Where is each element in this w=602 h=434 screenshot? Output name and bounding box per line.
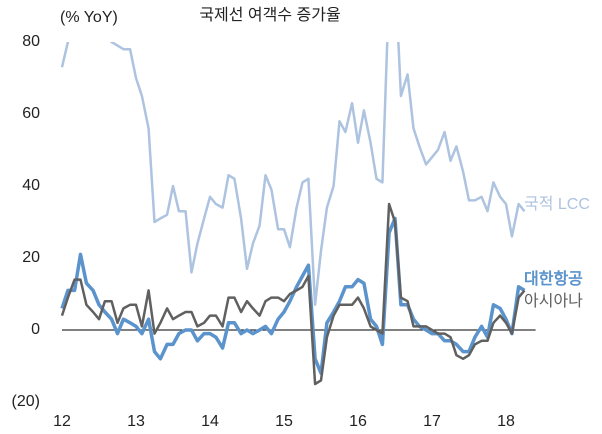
series-line (60, 202, 526, 386)
series-label: 국적 LCC (524, 195, 590, 213)
x-tick-label: 16 (349, 413, 367, 430)
series-label: 아시아나 (524, 292, 583, 310)
y-tick-label: 0 (31, 321, 40, 338)
x-tick-label: 14 (201, 413, 219, 430)
chart-title: 국제선 여객수 증가율 (199, 6, 340, 24)
y-tick-label: (20) (12, 393, 40, 410)
series-line (60, 42, 526, 307)
plot-area (60, 42, 526, 386)
y-tick-label: 40 (22, 177, 40, 194)
y-tick-label: 20 (22, 249, 40, 266)
x-tick-label: 12 (53, 413, 71, 430)
x-tick-label: 13 (127, 413, 145, 430)
series-label: 대한항공 (524, 269, 583, 288)
x-tick-label: 15 (275, 413, 293, 430)
series-line (60, 216, 526, 375)
x-tick-label: 18 (497, 413, 515, 430)
y-tick-label: 80 (22, 33, 40, 50)
y-axis-label: (% YoY) (60, 9, 118, 26)
y-tick-label: 60 (22, 105, 40, 122)
x-tick-label: 17 (423, 413, 441, 430)
